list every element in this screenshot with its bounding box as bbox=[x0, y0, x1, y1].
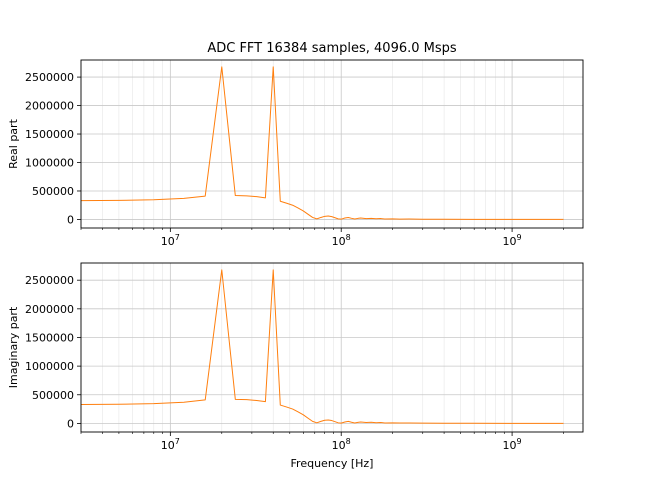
y-tick-label: 1000000 bbox=[25, 157, 74, 170]
x-tick-label: 109 bbox=[503, 437, 522, 452]
minor-grid bbox=[80, 60, 564, 230]
x-tick-label: 107 bbox=[161, 437, 180, 452]
y-tick-label: 2500000 bbox=[25, 274, 74, 287]
x-axis-label: Frequency [Hz] bbox=[291, 457, 374, 470]
y-axis-label: Real part bbox=[7, 118, 20, 168]
y-tick-label: 0 bbox=[67, 417, 74, 430]
chart-title: ADC FFT 16384 samples, 4096.0 Msps bbox=[207, 41, 457, 56]
y-tick-label: 1000000 bbox=[25, 360, 74, 373]
axes-frame bbox=[80, 59, 584, 229]
y-tick-label: 1500000 bbox=[25, 128, 74, 141]
axes-frame bbox=[80, 262, 584, 433]
minor-grid bbox=[80, 263, 564, 434]
y-tick-label: 2000000 bbox=[25, 100, 74, 113]
y-tick-label: 500000 bbox=[32, 185, 74, 198]
y-tick-label: 500000 bbox=[32, 389, 74, 402]
subplot-1: 107 108 109 0 500000 1000000 1500000 2000000 250… bbox=[7, 41, 584, 248]
y-tick-label: 2000000 bbox=[25, 303, 74, 316]
subplot-2: 107 108 109 0 500000 1000000 1500000 2000000 250… bbox=[7, 262, 584, 470]
series-line bbox=[80, 66, 564, 220]
x-tick-label: 108 bbox=[332, 233, 351, 248]
y-tick-label: 2500000 bbox=[25, 71, 74, 84]
x-tick-label: 109 bbox=[503, 233, 522, 248]
y-tick-label: 1500000 bbox=[25, 331, 74, 344]
y-tick-label: 0 bbox=[67, 213, 74, 226]
x-tick-label: 108 bbox=[332, 437, 351, 452]
y-axis-label: Imaginary part bbox=[7, 306, 20, 388]
series-line bbox=[80, 269, 564, 424]
x-tick-label: 107 bbox=[161, 233, 180, 248]
